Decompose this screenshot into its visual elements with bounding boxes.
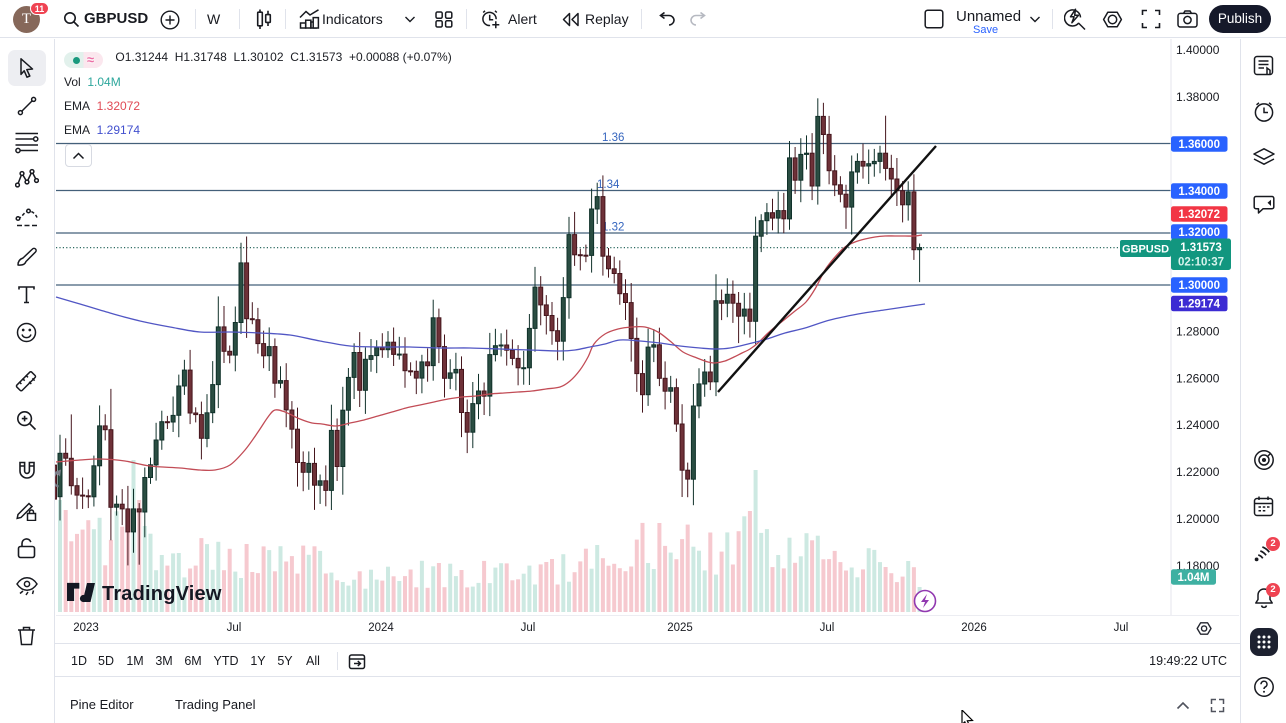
svg-text:1.36: 1.36 bbox=[602, 132, 624, 144]
svg-text:1.04M: 1.04M bbox=[1178, 572, 1210, 584]
svg-text:2025: 2025 bbox=[667, 622, 693, 634]
svg-text:Jul: Jul bbox=[227, 622, 242, 634]
svg-text:1.24000: 1.24000 bbox=[1176, 418, 1220, 432]
svg-text:1.30000: 1.30000 bbox=[1178, 280, 1220, 292]
svg-text:1.20000: 1.20000 bbox=[1176, 512, 1220, 526]
svg-text:1.32000: 1.32000 bbox=[1178, 227, 1220, 239]
svg-text:1.40000: 1.40000 bbox=[1176, 43, 1220, 57]
svg-text:1.32: 1.32 bbox=[602, 222, 624, 234]
svg-text:1.22000: 1.22000 bbox=[1176, 465, 1220, 479]
svg-text:1.38000: 1.38000 bbox=[1176, 90, 1220, 104]
svg-text:GBPUSD: GBPUSD bbox=[1122, 244, 1169, 256]
svg-text:1.34000: 1.34000 bbox=[1178, 186, 1220, 198]
svg-text:02:10:37: 02:10:37 bbox=[1178, 257, 1224, 269]
svg-text:1.28000: 1.28000 bbox=[1176, 324, 1220, 338]
svg-text:1.34: 1.34 bbox=[597, 179, 620, 191]
svg-text:1.29174: 1.29174 bbox=[1178, 299, 1220, 311]
svg-text:1.32072: 1.32072 bbox=[1178, 209, 1220, 221]
svg-text:Jul: Jul bbox=[521, 622, 536, 634]
svg-text:1.31573: 1.31573 bbox=[1180, 242, 1222, 254]
svg-text:2023: 2023 bbox=[73, 622, 99, 634]
svg-text:2024: 2024 bbox=[368, 622, 394, 634]
svg-text:1.26000: 1.26000 bbox=[1176, 371, 1220, 385]
svg-text:Jul: Jul bbox=[820, 622, 835, 634]
svg-text:2026: 2026 bbox=[961, 622, 987, 634]
svg-text:Jul: Jul bbox=[1114, 622, 1129, 634]
svg-text:1.36000: 1.36000 bbox=[1178, 139, 1220, 151]
svg-text:TradingView: TradingView bbox=[102, 583, 222, 604]
